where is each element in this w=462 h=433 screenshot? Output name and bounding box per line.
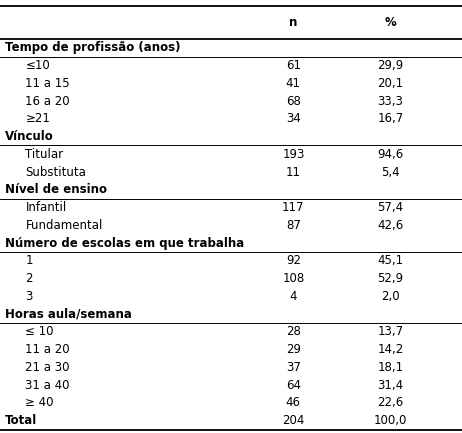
Text: 2,0: 2,0 — [381, 290, 400, 303]
Text: Infantil: Infantil — [25, 201, 67, 214]
Text: Nível de ensino: Nível de ensino — [5, 183, 107, 197]
Text: 108: 108 — [282, 272, 304, 285]
Text: 16,7: 16,7 — [377, 112, 403, 126]
Text: Vínculo: Vínculo — [5, 130, 54, 143]
Text: Total: Total — [5, 414, 37, 427]
Text: 13,7: 13,7 — [377, 325, 403, 339]
Text: 21 a 30: 21 a 30 — [25, 361, 70, 374]
Text: 20,1: 20,1 — [377, 77, 403, 90]
Text: Tempo de profissão (anos): Tempo de profissão (anos) — [5, 41, 180, 55]
Text: 11 a 15: 11 a 15 — [25, 77, 70, 90]
Text: Substituta: Substituta — [25, 165, 86, 179]
Text: 61: 61 — [286, 59, 301, 72]
Text: 29: 29 — [286, 343, 301, 356]
Text: 45,1: 45,1 — [377, 254, 403, 268]
Text: 94,6: 94,6 — [377, 148, 403, 161]
Text: 4: 4 — [290, 290, 297, 303]
Text: Titular: Titular — [25, 148, 64, 161]
Text: 11: 11 — [286, 165, 301, 179]
Text: 64: 64 — [286, 378, 301, 392]
Text: 28: 28 — [286, 325, 301, 339]
Text: 68: 68 — [286, 94, 301, 108]
Text: n: n — [289, 16, 298, 29]
Text: 193: 193 — [282, 148, 304, 161]
Text: %: % — [384, 16, 396, 29]
Text: 18,1: 18,1 — [377, 361, 403, 374]
Text: 11 a 20: 11 a 20 — [25, 343, 70, 356]
Text: 204: 204 — [282, 414, 304, 427]
Text: 92: 92 — [286, 254, 301, 268]
Text: 42,6: 42,6 — [377, 219, 403, 232]
Text: 29,9: 29,9 — [377, 59, 403, 72]
Text: 37: 37 — [286, 361, 301, 374]
Text: ≥21: ≥21 — [25, 112, 50, 126]
Text: 87: 87 — [286, 219, 301, 232]
Text: ≥ 40: ≥ 40 — [25, 396, 54, 410]
Text: 14,2: 14,2 — [377, 343, 403, 356]
Text: 31,4: 31,4 — [377, 378, 403, 392]
Text: ≤10: ≤10 — [25, 59, 50, 72]
Text: 31 a 40: 31 a 40 — [25, 378, 70, 392]
Text: 46: 46 — [286, 396, 301, 410]
Text: 100,0: 100,0 — [374, 414, 407, 427]
Text: 16 a 20: 16 a 20 — [25, 94, 70, 108]
Text: 3: 3 — [25, 290, 33, 303]
Text: Horas aula/semana: Horas aula/semana — [5, 307, 132, 321]
Text: Fundamental: Fundamental — [25, 219, 103, 232]
Text: 5,4: 5,4 — [381, 165, 400, 179]
Text: 2: 2 — [25, 272, 33, 285]
Text: 41: 41 — [286, 77, 301, 90]
Text: 34: 34 — [286, 112, 301, 126]
Text: Número de escolas em que trabalha: Número de escolas em que trabalha — [5, 236, 244, 250]
Text: 22,6: 22,6 — [377, 396, 403, 410]
Text: 1: 1 — [25, 254, 33, 268]
Text: 57,4: 57,4 — [377, 201, 403, 214]
Text: 33,3: 33,3 — [377, 94, 403, 108]
Text: 117: 117 — [282, 201, 304, 214]
Text: ≤ 10: ≤ 10 — [25, 325, 54, 339]
Text: 52,9: 52,9 — [377, 272, 403, 285]
